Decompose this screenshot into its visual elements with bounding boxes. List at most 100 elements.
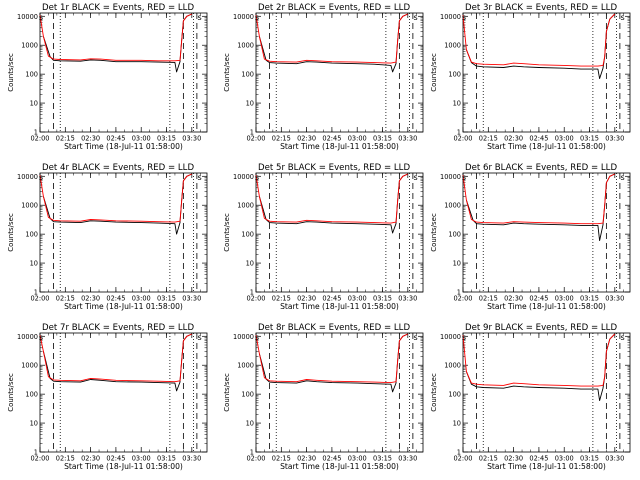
- x-tick-label: 02:00: [246, 455, 265, 463]
- marker-label: s: [255, 13, 259, 22]
- marker-label: s: [462, 333, 466, 342]
- y-tick-label: 1000: [237, 362, 254, 370]
- x-tick-label: 03:15: [580, 295, 599, 303]
- y-tick-label: 100: [448, 231, 461, 239]
- x-tick-label: 02:15: [272, 135, 291, 143]
- x-tick-label: 03:00: [348, 295, 367, 303]
- y-tick-label: 10000: [440, 333, 461, 341]
- y-tick-label: 10: [246, 420, 254, 428]
- y-tick-label: 10000: [233, 333, 254, 341]
- panel-det-8: Det 8r BLACK = Events, RED = LLD 1 10 100 10…: [223, 323, 424, 471]
- panel-title: Det 6r BLACK = Events, RED = LLD: [465, 163, 617, 173]
- panel-det-2: Det 2r BLACK = Events, RED = LLD 1 10 100 10…: [223, 3, 424, 151]
- y-tick-label: 1: [250, 449, 254, 457]
- panel-det-5: Det 5r BLACK = Events, RED = LLD 1 10 100 10…: [223, 163, 424, 311]
- panel-det-4: Det 4r BLACK = Events, RED = LLD 1 10 100 10…: [7, 163, 208, 311]
- y-tick-label: 1: [34, 129, 38, 137]
- x-tick-label: 02:00: [453, 455, 472, 463]
- x-tick-label: 02:30: [504, 455, 523, 463]
- plot-frame: [462, 12, 631, 133]
- marker-label: s: [413, 13, 417, 22]
- x-tick-label: 03:30: [182, 455, 201, 463]
- y-tick-label: 1000: [444, 42, 461, 50]
- y-tick-label: 100: [25, 71, 38, 79]
- y-tick-label: 10: [453, 420, 461, 428]
- x-tick-label: 03:15: [157, 135, 176, 143]
- x-tick-label: 02:15: [479, 295, 498, 303]
- y-axis-label: Counts/sec: [223, 213, 231, 252]
- x-axis-label: Start Time (18-Jul-11 01:58:00): [487, 302, 606, 311]
- x-tick-label: 02:45: [106, 135, 125, 143]
- series-events-line: [42, 173, 192, 235]
- marker-label: s: [197, 173, 201, 182]
- panel-title: Det 3r BLACK = Events, RED = LLD: [465, 3, 617, 13]
- marker-label: s: [413, 333, 417, 342]
- x-tick-label: 02:00: [246, 135, 265, 143]
- y-tick-label: 10000: [233, 173, 254, 181]
- x-tick-label: 02:30: [297, 295, 316, 303]
- y-tick-label: 100: [241, 71, 254, 79]
- x-tick-label: 03:30: [398, 135, 417, 143]
- y-tick-label: 1: [457, 129, 461, 137]
- series-lld-line: [39, 173, 192, 223]
- x-tick-label: 02:45: [106, 295, 125, 303]
- x-tick-label: 02:00: [246, 295, 265, 303]
- x-tick-label: 03:00: [348, 135, 367, 143]
- x-tick-label: 02:30: [81, 455, 100, 463]
- x-tick-label: 03:30: [398, 295, 417, 303]
- x-axis-label: Start Time (18-Jul-11 01:58:00): [64, 142, 183, 151]
- y-tick-label: 10000: [17, 333, 38, 341]
- x-tick-label: 02:00: [453, 135, 472, 143]
- plot-frame: [39, 172, 208, 293]
- plot-frame: [255, 12, 424, 133]
- y-tick-label: 10: [30, 420, 38, 428]
- x-tick-label: 02:45: [322, 455, 341, 463]
- x-tick-label: 03:00: [555, 135, 574, 143]
- x-axis-label: Start Time (18-Jul-11 01:58:00): [280, 142, 399, 151]
- panel-det-1: Det 1r BLACK = Events, RED = LLD 1 10 100 10…: [7, 3, 208, 151]
- y-tick-label: 100: [241, 391, 254, 399]
- y-tick-label: 100: [25, 391, 38, 399]
- marker-label: s: [620, 13, 624, 22]
- panel-det-3: Det 3r BLACK = Events, RED = LLD 1 10 100 10…: [430, 3, 631, 151]
- x-tick-label: 03:00: [555, 295, 574, 303]
- x-tick-label: 02:15: [56, 455, 75, 463]
- x-tick-label: 03:15: [373, 135, 392, 143]
- plot-frame: [39, 332, 208, 453]
- series-lld-line: [462, 13, 616, 67]
- x-axis-label: Start Time (18-Jul-11 01:58:00): [487, 462, 606, 471]
- marker-label: s: [255, 333, 259, 342]
- series-lld-line: [255, 13, 408, 64]
- marker-label: s: [462, 13, 466, 22]
- x-tick-label: 02:45: [529, 295, 548, 303]
- marker-label: s: [39, 13, 43, 22]
- y-axis-label: Counts/sec: [223, 53, 231, 92]
- x-tick-label: 02:45: [106, 455, 125, 463]
- y-axis-label: Counts/sec: [7, 53, 15, 92]
- y-axis-label: Counts/sec: [430, 213, 438, 252]
- x-tick-label: 02:15: [56, 295, 75, 303]
- x-tick-label: 03:00: [555, 455, 574, 463]
- x-tick-label: 02:15: [479, 135, 498, 143]
- y-tick-label: 100: [448, 71, 461, 79]
- marker-label: s: [620, 333, 624, 342]
- x-tick-label: 02:30: [297, 135, 316, 143]
- x-tick-label: 02:30: [81, 135, 100, 143]
- marker-label: s: [197, 13, 201, 22]
- x-tick-label: 03:30: [182, 135, 201, 143]
- x-tick-label: 03:15: [157, 295, 176, 303]
- y-tick-label: 1: [250, 289, 254, 297]
- marker-label: s: [413, 173, 417, 182]
- y-tick-label: 10000: [17, 13, 38, 21]
- series-lld-line: [462, 333, 616, 387]
- x-axis-label: Start Time (18-Jul-11 01:58:00): [64, 462, 183, 471]
- x-axis-label: Start Time (18-Jul-11 01:58:00): [280, 462, 399, 471]
- y-axis-label: Counts/sec: [430, 53, 438, 92]
- panel-det-9: Det 9r BLACK = Events, RED = LLD 1 10 100 10…: [430, 323, 631, 471]
- x-tick-label: 03:15: [373, 295, 392, 303]
- marker-label: s: [39, 173, 43, 182]
- panel-det-7: Det 7r BLACK = Events, RED = LLD 1 10 100 10…: [7, 323, 208, 471]
- y-axis-label: Counts/sec: [430, 373, 438, 412]
- x-tick-label: 02:00: [453, 295, 472, 303]
